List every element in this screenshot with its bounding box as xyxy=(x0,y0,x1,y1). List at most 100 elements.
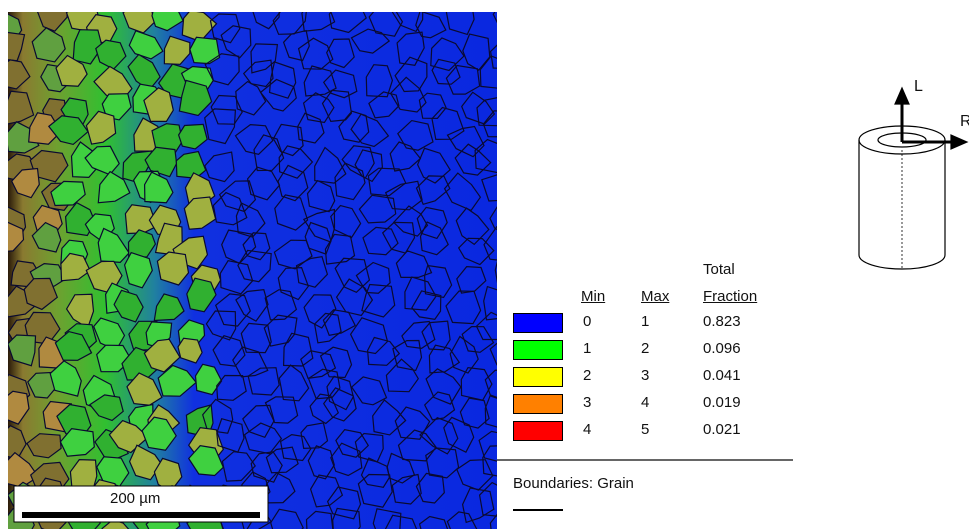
grain xyxy=(242,59,274,88)
grain xyxy=(431,58,461,85)
grain xyxy=(144,146,178,178)
grain xyxy=(446,511,478,529)
min-value: 3 xyxy=(583,394,592,411)
grain xyxy=(326,486,362,520)
grain xyxy=(397,119,434,151)
grain xyxy=(274,194,309,231)
grain xyxy=(108,419,150,454)
grain xyxy=(428,344,461,374)
grain xyxy=(350,113,390,148)
grain xyxy=(425,447,460,479)
grain xyxy=(123,251,153,289)
grain xyxy=(282,29,310,62)
grain xyxy=(454,143,492,176)
grain xyxy=(368,12,404,37)
grain xyxy=(250,43,279,74)
grain xyxy=(277,266,309,301)
max-value: 1 xyxy=(641,313,650,330)
fraction-value: 0.019 xyxy=(703,394,741,411)
header-total: Total xyxy=(703,261,735,278)
grain xyxy=(456,459,494,491)
grain xyxy=(235,289,269,322)
grain xyxy=(322,387,357,422)
grain xyxy=(47,115,89,146)
grain xyxy=(297,112,325,144)
grain xyxy=(391,12,424,33)
grain xyxy=(305,510,334,529)
grain xyxy=(395,250,433,278)
legend-swatch xyxy=(513,421,563,441)
grain xyxy=(26,433,62,459)
header-min: Min xyxy=(581,288,606,305)
grain xyxy=(31,221,62,253)
grain xyxy=(461,487,495,524)
grain xyxy=(384,514,418,529)
grain xyxy=(8,334,37,367)
grain xyxy=(457,237,495,266)
grain xyxy=(177,123,208,150)
grain xyxy=(443,172,482,212)
fraction-value: 0.041 xyxy=(703,367,741,384)
grain xyxy=(253,134,285,172)
grain xyxy=(386,452,416,484)
grain xyxy=(483,285,497,321)
grain xyxy=(445,12,475,36)
grain xyxy=(489,206,497,231)
grain xyxy=(243,422,283,455)
grain xyxy=(334,257,371,294)
grain xyxy=(449,335,479,374)
grain xyxy=(268,61,297,99)
grain xyxy=(482,445,497,477)
grain xyxy=(489,513,497,529)
grain xyxy=(425,368,462,405)
grain xyxy=(418,515,449,529)
grain xyxy=(361,283,396,318)
grain xyxy=(101,93,132,121)
grain xyxy=(204,53,240,86)
max-value: 3 xyxy=(641,367,650,384)
grain xyxy=(350,28,391,54)
grain xyxy=(277,164,309,202)
grain xyxy=(326,38,355,69)
min-value: 2 xyxy=(583,367,592,384)
grain xyxy=(59,427,95,457)
grain xyxy=(372,508,402,529)
sample-diagram xyxy=(858,86,969,270)
grain xyxy=(10,167,40,199)
grain xyxy=(321,89,353,123)
grain xyxy=(475,311,497,341)
grain xyxy=(265,472,296,504)
grain xyxy=(394,56,428,93)
grain xyxy=(492,12,497,24)
grain xyxy=(326,375,354,411)
legend-swatch xyxy=(513,367,563,387)
min-value: 4 xyxy=(583,421,592,438)
grain xyxy=(263,314,298,347)
grain xyxy=(259,78,297,112)
grain xyxy=(246,166,281,201)
grain xyxy=(462,33,491,71)
grain xyxy=(242,404,275,439)
grain xyxy=(205,310,237,341)
grain xyxy=(31,27,66,63)
grain xyxy=(459,397,490,429)
grain xyxy=(476,97,497,127)
grain xyxy=(270,508,304,529)
grain xyxy=(481,174,497,202)
grain xyxy=(55,54,88,87)
grain xyxy=(264,289,298,321)
grain xyxy=(415,472,445,504)
grain xyxy=(354,149,384,183)
grain xyxy=(303,65,337,97)
grain xyxy=(23,277,59,311)
header-fraction: Fraction xyxy=(703,288,758,305)
grain xyxy=(128,444,163,481)
grain xyxy=(389,141,422,172)
grain xyxy=(461,91,496,125)
fraction-value: 0.823 xyxy=(703,313,741,330)
grain xyxy=(209,13,241,44)
grain xyxy=(421,320,451,351)
grain xyxy=(214,293,251,327)
grain xyxy=(194,363,223,396)
